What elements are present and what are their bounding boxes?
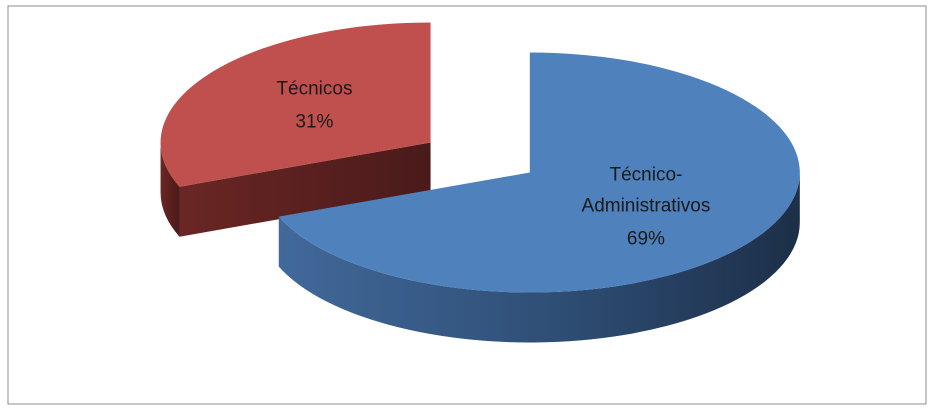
pie-slice: 69% bbox=[278, 52, 800, 343]
slice-wall bbox=[179, 142, 431, 237]
slice-side bbox=[278, 172, 800, 343]
category-label: Técnicos bbox=[276, 78, 352, 99]
value-label: 31% bbox=[295, 111, 333, 132]
slice-top bbox=[278, 52, 800, 293]
slice-side bbox=[160, 142, 180, 237]
slice-top bbox=[160, 22, 431, 187]
category-label: Técnico-Administrativos bbox=[582, 165, 711, 217]
pie-slice: 31% bbox=[160, 22, 431, 237]
value-label: 69% bbox=[627, 229, 665, 250]
